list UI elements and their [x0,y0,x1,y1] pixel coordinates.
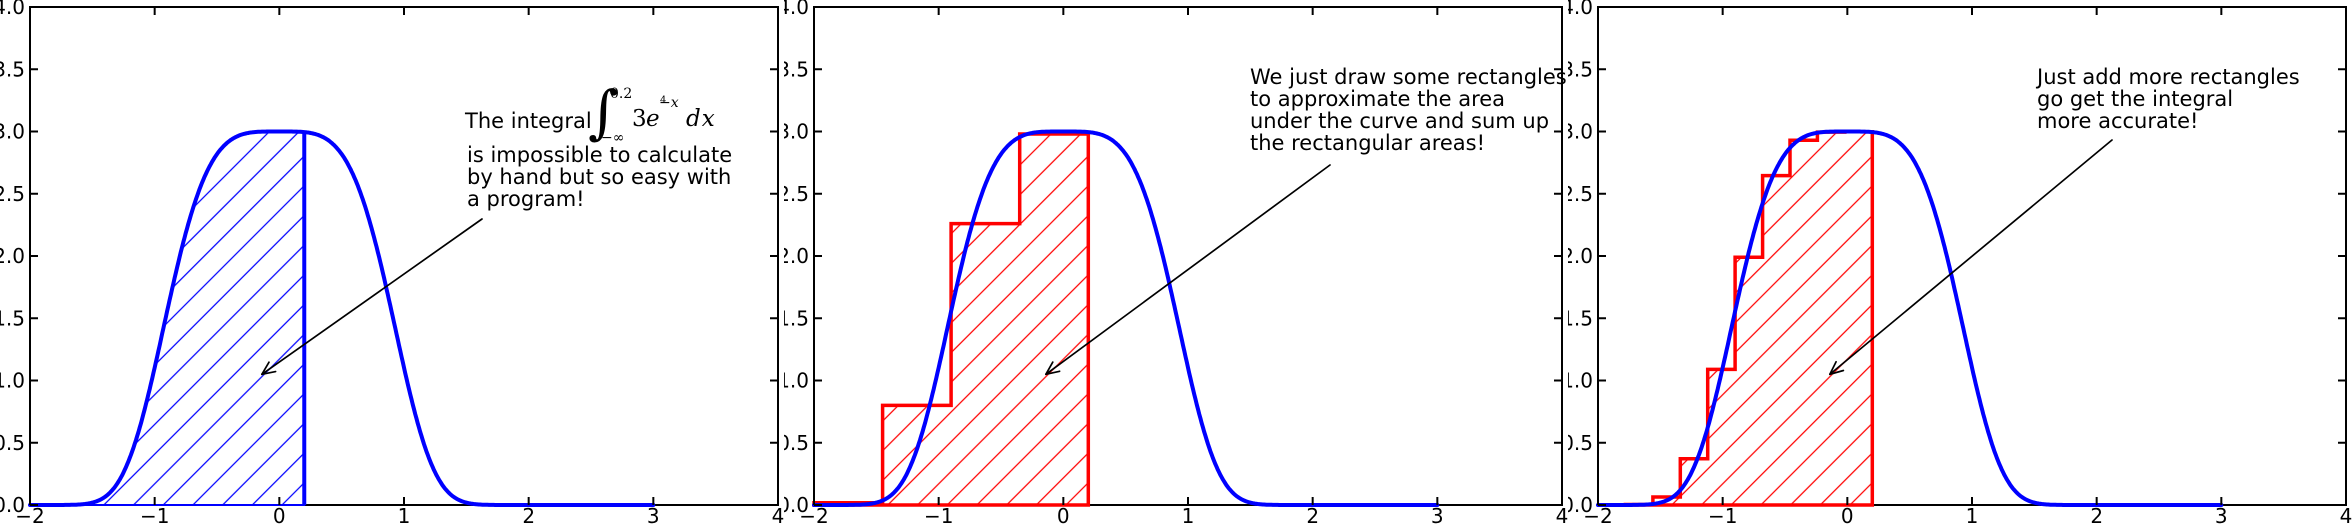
annotation-arrow [261,218,483,376]
x-tick-label: 2 [1306,504,1319,524]
annotation-line: by hand but so easy with [467,165,732,189]
differential: dx [686,106,716,132]
exponent-base: −x [659,95,679,111]
x-tick-label: 0 [1841,504,1854,524]
ticks [29,6,779,506]
y-tick-label: 1.5 [1568,306,1593,330]
curve [812,129,1440,507]
y-tick-label: 0.0 [0,493,25,517]
annotation-text-2: We just draw some rectangles to approxim… [1250,66,1567,154]
annotation-arrow [1045,164,1331,376]
y-tick-label: 0.0 [1568,493,1593,517]
y-tick-label: 0.5 [784,431,809,455]
curve [28,129,656,507]
integral-lower-limit: −∞ [601,130,625,146]
y-tick-label: 3.0 [0,120,25,144]
annotation-line: Just add more rectangles [2037,65,2300,89]
x-tick-label: 0 [273,504,286,524]
y-tick-label: 0.5 [1568,431,1593,455]
y-tick-label: 0.0 [784,493,809,517]
y-tick-label: 0.5 [0,431,25,455]
x-tick-label: 4 [772,504,784,524]
integrand-exponent: −x 4 [659,95,679,114]
annotation-line: go get the integral [2037,87,2234,111]
y-tick-label: 2.0 [0,244,25,268]
integral-upper-limit: 0.2 [610,86,633,102]
subplot-1-plot: −2 −1 0 1 2 3 4 0.0 0.5 1.0 1.5 2.0 2.5 3.0 3.5 4.0 [0,0,784,524]
annotation-line: under the curve and sum up [1250,109,1550,133]
annotation-line: a program! [467,187,585,211]
x-tick-label: −1 [924,504,953,524]
integral-formula: The integral ∫ 0.2 −∞ 3 e −x 4 dx [458,78,738,158]
x-tick-label: 1 [1966,504,1979,524]
x-tick-label: 2 [522,504,535,524]
subplot-2-plot: −2 −1 0 1 2 3 4 0.0 0.5 1.0 1.5 2.0 2.5 3.0 3.5 4.0 [784,0,1568,524]
y-tick-label: 2.5 [0,182,25,206]
x-tick-label: 1 [398,504,411,524]
x-tick-label: 4 [1556,504,1568,524]
x-tick-label: 3 [1431,504,1444,524]
subplot-3: −2 −1 0 1 2 3 4 0.0 0.5 1.0 1.5 2.0 2.5 3.0 3.5 4.0 Jus… [1568,0,2352,524]
x-tick-label: −2 [1583,504,1612,524]
y-tick-label: 3.0 [1568,120,1593,144]
y-tick-label: 2.0 [784,244,809,268]
curve [1596,129,2224,507]
exponent-power: 4 [660,95,667,106]
y-tick-label: 2.5 [1568,182,1593,206]
subplot-3-plot: −2 −1 0 1 2 3 4 0.0 0.5 1.0 1.5 2.0 2.5 3.0 3.5 4.0 [1568,0,2352,524]
x-tick-label: −1 [1708,504,1737,524]
y-tick-label: 3.5 [784,57,809,81]
annotation-arrow [1829,139,2113,376]
annotation-line: more accurate! [2037,109,2199,133]
y-tick-label: 2.5 [784,182,809,206]
x-tick-label: 0 [1057,504,1070,524]
y-tick-label: 1.0 [1568,369,1593,393]
y-tick-label: 1.0 [0,369,25,393]
y-tick-label: 3.5 [1568,57,1593,81]
x-tick-label: −1 [140,504,169,524]
integrand-base: e [646,106,660,132]
y-tick-label: 1.5 [0,306,25,330]
annotation-line: is impossible to calculate [467,143,733,167]
y-tick-label: 2.0 [1568,244,1593,268]
tick-labels: −2 −1 0 1 2 3 4 0.0 0.5 1.0 1.5 2.0 2.5 3.0 3.5 4.0 [784,0,1568,524]
annotation-text-1: is impossible to calculate by hand but s… [467,144,732,210]
x-tick-label: 3 [647,504,660,524]
y-tick-label: 1.5 [784,306,809,330]
x-tick-label: −2 [799,504,828,524]
annotation-line: the rectangular areas! [1250,131,1486,155]
integral-sign: ∫ [588,78,619,146]
x-tick-label: −2 [15,504,44,524]
formula-prefix: The integral [465,109,592,133]
x-tick-label: 2 [2090,504,2103,524]
annotation-text-3: Just add more rectangles go get the inte… [2037,66,2300,132]
ticks [813,6,1563,506]
x-tick-label: 1 [1182,504,1195,524]
subplot-1: −2 −1 0 1 2 3 4 0.0 0.5 1.0 1.5 2.0 2.5 3.0 3.5 4.0 The… [0,0,784,524]
tick-labels: −2 −1 0 1 2 3 4 0.0 0.5 1.0 1.5 2.0 2.5 3.0 3.5 4.0 [0,0,784,524]
ticks [1597,6,2347,506]
tick-labels: −2 −1 0 1 2 3 4 0.0 0.5 1.0 1.5 2.0 2.5 3.0 3.5 4.0 [1568,0,2352,524]
annotation-line: to approximate the area [1250,87,1506,111]
subplot-2: −2 −1 0 1 2 3 4 0.0 0.5 1.0 1.5 2.0 2.5 3.0 3.5 4.0 We … [784,0,1568,524]
y-tick-label: 3.0 [784,120,809,144]
y-tick-label: 1.0 [784,369,809,393]
x-tick-label: 4 [2340,504,2352,524]
integrand-coefficient: 3 [632,106,647,132]
y-tick-label: 4.0 [1568,0,1593,19]
y-tick-label: 4.0 [784,0,809,19]
y-tick-label: 3.5 [0,57,25,81]
y-tick-label: 4.0 [0,0,25,19]
annotation-line: We just draw some rectangles [1250,65,1567,89]
x-tick-label: 3 [2215,504,2228,524]
